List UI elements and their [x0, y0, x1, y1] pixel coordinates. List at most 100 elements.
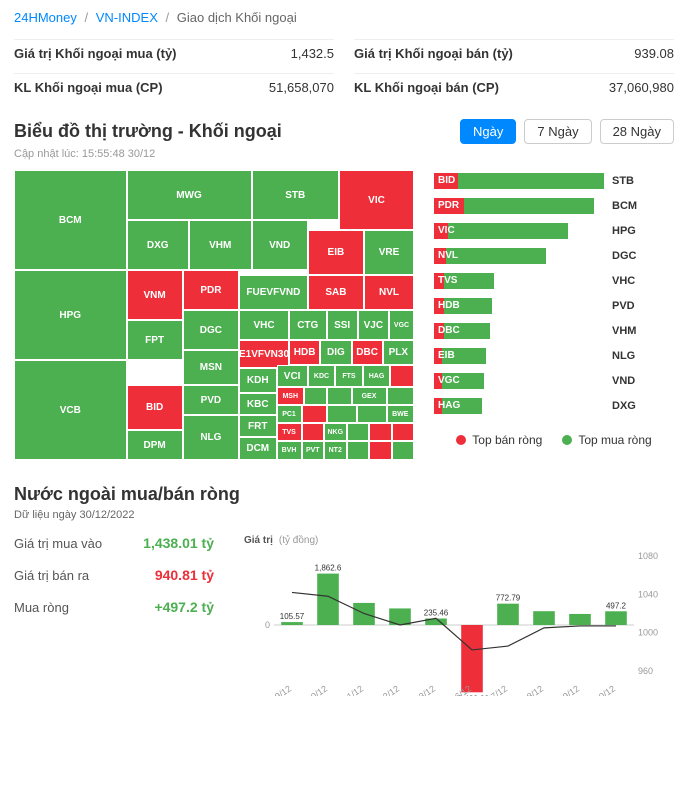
section-title: Biểu đồ thị trường - Khối ngoại — [14, 121, 282, 142]
treemap-cell[interactable]: VHM — [189, 220, 252, 270]
svg-text:960: 960 — [638, 666, 653, 676]
legend-label: Top mua ròng — [578, 433, 651, 447]
hbar-track: VGC — [434, 373, 604, 389]
treemap-cell[interactable]: DCM — [239, 437, 277, 460]
treemap-cell[interactable]: VCI — [277, 365, 308, 387]
treemap-cell[interactable] — [302, 405, 327, 423]
treemap-cell[interactable]: GEX — [352, 387, 387, 405]
treemap-cell[interactable] — [304, 387, 327, 405]
treemap-cell[interactable]: EIB — [308, 230, 364, 275]
breadcrumb-index[interactable]: VN-INDEX — [96, 10, 158, 25]
treemap-cell[interactable] — [387, 387, 415, 405]
treemap-cell[interactable]: BCM — [14, 170, 127, 270]
hbar-label-left: BID — [438, 175, 455, 186]
hbar-label-right: DXG — [612, 400, 636, 412]
treemap-cell[interactable]: DIG — [320, 340, 351, 365]
stat-label: KL Khối ngoại bán (CP) — [354, 80, 499, 95]
treemap-cell[interactable]: HAG — [363, 365, 391, 387]
treemap-cell[interactable]: DGC — [183, 310, 239, 350]
treemap-cell[interactable]: PDR — [183, 270, 239, 310]
svg-text:29/12: 29/12 — [557, 683, 581, 696]
legend-buy: Top mua ròng — [562, 433, 651, 447]
treemap-cell[interactable]: HDB — [289, 340, 320, 365]
chart-unit: (tỷ đồng) — [279, 535, 318, 546]
hbar-label-right: DGC — [612, 250, 636, 262]
treemap-cell[interactable]: FUEVFVND — [239, 275, 308, 310]
treemap-cell[interactable]: STB — [252, 170, 340, 220]
treemap-cell[interactable] — [392, 441, 415, 460]
hbar-label-left: DBC — [438, 325, 460, 336]
tab-week[interactable]: 7 Ngày — [524, 119, 591, 144]
treemap-cell[interactable]: VIC — [339, 170, 414, 230]
treemap-cell[interactable]: VND — [252, 220, 308, 270]
treemap-cell[interactable]: KDC — [308, 365, 336, 387]
treemap-cell[interactable] — [392, 423, 415, 441]
stat-value: 939.08 — [634, 46, 674, 61]
hbar-label-right: VHM — [612, 325, 636, 337]
treemap-cell[interactable]: VNM — [127, 270, 183, 320]
treemap-cell[interactable]: NVL — [364, 275, 414, 310]
treemap-cell[interactable]: MSH — [277, 387, 305, 405]
treemap-cell[interactable]: PVD — [183, 385, 239, 415]
treemap-cell[interactable]: KBC — [239, 393, 277, 415]
treemap-cell[interactable]: FRT — [239, 415, 277, 437]
treemap-cell[interactable]: PLX — [383, 340, 414, 365]
treemap-cell[interactable]: SSI — [327, 310, 358, 340]
treemap-cell[interactable]: VGC — [389, 310, 414, 340]
hbar-track: EIB — [434, 348, 604, 364]
treemap-cell[interactable]: NLG — [183, 415, 239, 460]
hbar-label-right: NLG — [612, 350, 635, 362]
treemap-cell[interactable] — [327, 387, 352, 405]
treemap-cell[interactable]: DBC — [352, 340, 383, 365]
treemap-cell[interactable]: BID — [127, 385, 183, 430]
treemap-cell[interactable]: BVH — [277, 441, 302, 460]
net-stat-label: Mua ròng — [14, 600, 69, 615]
treemap-cell[interactable]: VRE — [364, 230, 414, 275]
treemap-cell[interactable]: MSN — [183, 350, 239, 385]
breadcrumb-home[interactable]: 24HMoney — [14, 10, 77, 25]
stat-label: Giá trị Khối ngoại mua (tỷ) — [14, 46, 177, 61]
treemap-cell[interactable]: KDH — [239, 368, 277, 393]
hbar-track: DBC — [434, 323, 604, 339]
line-chart[interactable]: Giá trị (tỷ đồng) 0960100010401080105.57… — [244, 535, 674, 705]
tab-day[interactable]: Ngày — [460, 119, 516, 144]
treemap-cell[interactable]: DPM — [127, 430, 183, 460]
legend-label: Top bán ròng — [472, 433, 542, 447]
treemap-cell[interactable]: FTS — [335, 365, 363, 387]
treemap-cell[interactable] — [302, 423, 325, 441]
treemap-cell[interactable] — [347, 441, 370, 460]
hbar-label-left: PDR — [438, 200, 459, 211]
hbar-row: TVSVHC — [434, 270, 674, 292]
treemap-cell[interactable] — [369, 441, 392, 460]
stat-buy-value: Giá trị Khối ngoại mua (tỷ) 1,432.5 — [14, 39, 334, 67]
treemap-cell[interactable] — [357, 405, 387, 423]
hbar-track: NVL — [434, 248, 604, 264]
treemap-cell[interactable] — [347, 423, 370, 441]
treemap-cell[interactable] — [390, 365, 414, 387]
net-buy: Giá trị mua vào 1,438.01 tỷ — [14, 535, 214, 551]
stat-buy-vol: KL Khối ngoại mua (CP) 51,658,070 — [14, 73, 334, 101]
treemap-chart[interactable]: BCMMWGSTBVIC DXGVHMVNDEIBVRE HPGVNMPDRFUEV… — [14, 170, 414, 460]
treemap-cell[interactable]: VCB — [14, 360, 127, 460]
treemap-cell[interactable]: CTG — [289, 310, 327, 340]
treemap-cell[interactable] — [369, 423, 392, 441]
treemap-cell[interactable]: PC1 — [277, 405, 302, 423]
treemap-cell[interactable]: BWE — [387, 405, 415, 423]
tab-month[interactable]: 28 Ngày — [600, 119, 674, 144]
treemap-cell[interactable]: NKG — [324, 423, 347, 441]
stat-value: 51,658,070 — [269, 80, 334, 95]
treemap-cell[interactable] — [327, 405, 357, 423]
treemap-cell[interactable]: MWG — [127, 170, 252, 220]
treemap-cell[interactable]: PVT — [302, 441, 325, 460]
treemap-cell[interactable]: SAB — [308, 275, 364, 310]
treemap-cell[interactable]: VHC — [239, 310, 289, 340]
treemap-cell[interactable]: NT2 — [324, 441, 347, 460]
hbar-label-right: STB — [612, 175, 634, 187]
treemap-cell[interactable]: DXG — [127, 220, 190, 270]
treemap-cell[interactable]: TVS — [277, 423, 302, 441]
treemap-cell[interactable]: VJC — [358, 310, 389, 340]
treemap-cell[interactable]: E1VFVN30 — [239, 340, 289, 368]
treemap-cell[interactable]: FPT — [127, 320, 183, 360]
net-stat-label: Giá trị bán ra — [14, 568, 89, 583]
treemap-cell[interactable]: HPG — [14, 270, 127, 360]
